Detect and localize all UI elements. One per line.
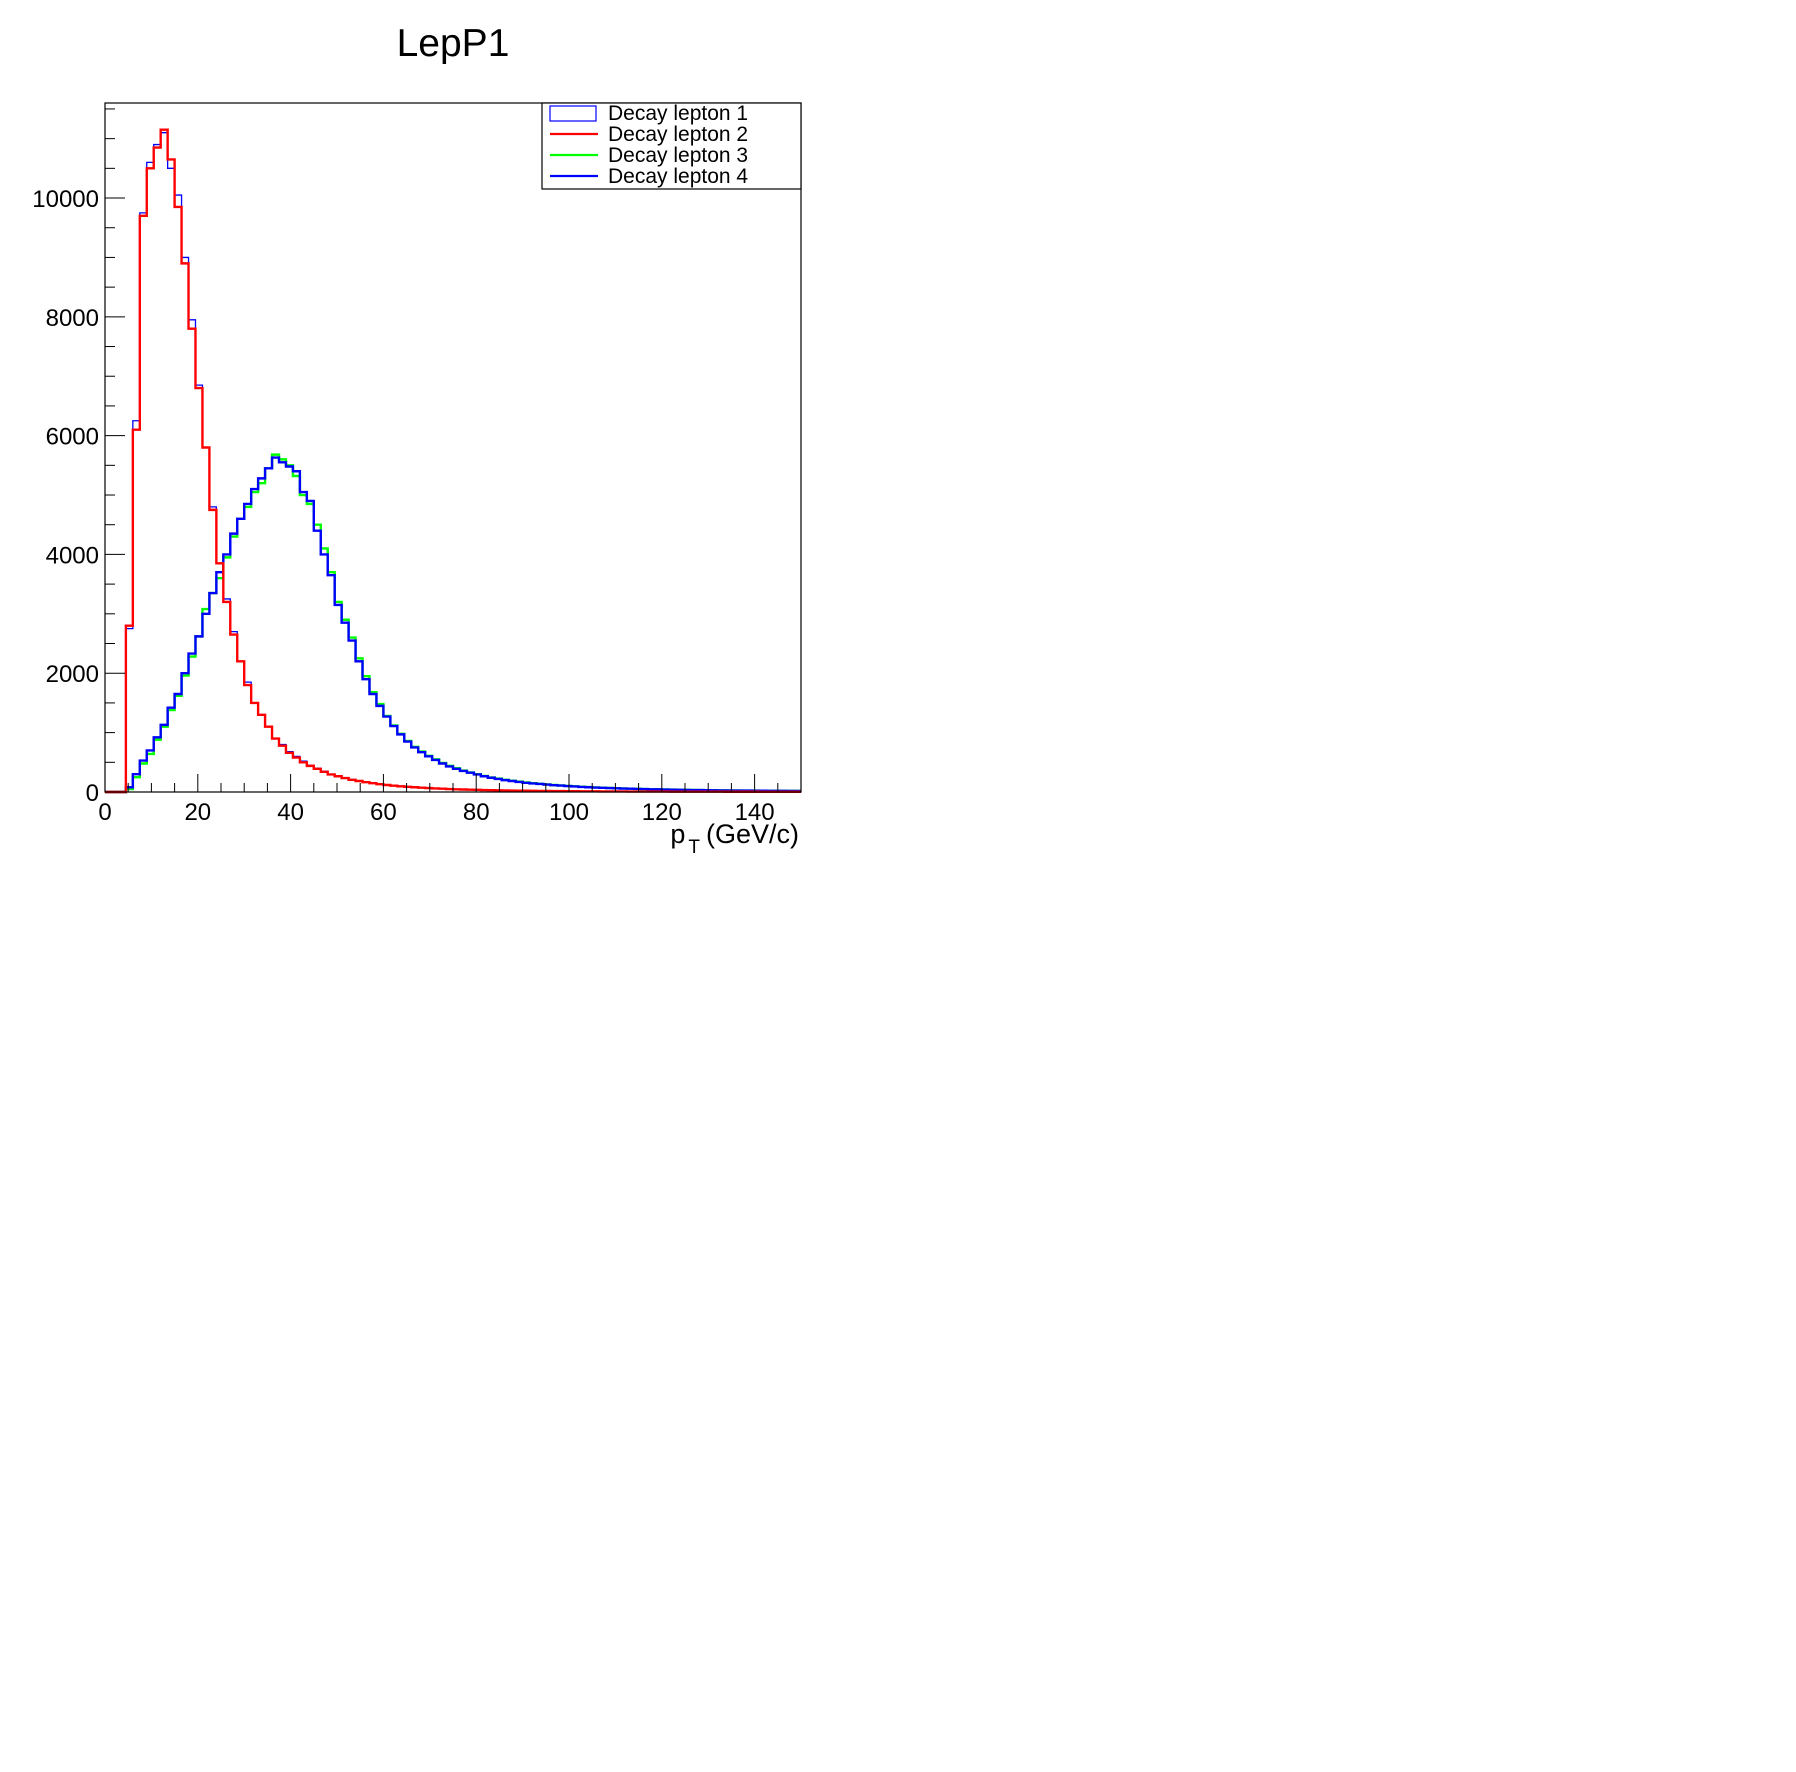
legend-swatch — [549, 105, 597, 122]
x-tick-label: 0 — [98, 799, 111, 826]
y-tick-label: 0 — [86, 780, 99, 807]
y-tick-label: 4000 — [46, 542, 99, 569]
legend-label: Decay lepton 2 — [608, 123, 748, 146]
x-tick-label: 140 — [735, 799, 775, 826]
x-axis: 0 20 40 60 80 100 120 140 — [98, 774, 802, 826]
x-axis-title-subscript: T — [688, 837, 700, 858]
x-axis-title: p T (GeV/c) — [670, 819, 799, 858]
legend-label: Decay lepton 4 — [608, 165, 748, 188]
x-axis-title-main: p — [670, 819, 685, 849]
x-tick-label: 20 — [184, 799, 211, 826]
chart-title: LepP1 — [397, 22, 510, 65]
x-tick-label: 40 — [277, 799, 304, 826]
y-tick-label: 2000 — [46, 661, 99, 688]
y-tick-label: 6000 — [46, 424, 99, 451]
x-axis-title-unit: (GeV/c) — [706, 819, 799, 849]
y-axis: 0 2000 4000 6000 8000 10000 — [32, 108, 125, 807]
x-tick-label: 120 — [642, 799, 682, 826]
legend-label: Decay lepton 3 — [608, 144, 748, 167]
y-tick-label: 10000 — [32, 186, 99, 213]
y-tick-label: 8000 — [46, 305, 99, 332]
plot-area: 0 20 40 60 80 100 120 140 0 2000 4000 6000 8000 1000… — [32, 102, 802, 826]
x-tick-label: 100 — [549, 799, 589, 826]
x-tick-label: 60 — [370, 799, 397, 826]
legend-box — [541, 102, 802, 190]
x-tick-label: 80 — [463, 799, 490, 826]
legend-label: Decay lepton 1 — [608, 102, 748, 125]
series-4-line — [105, 456, 801, 794]
